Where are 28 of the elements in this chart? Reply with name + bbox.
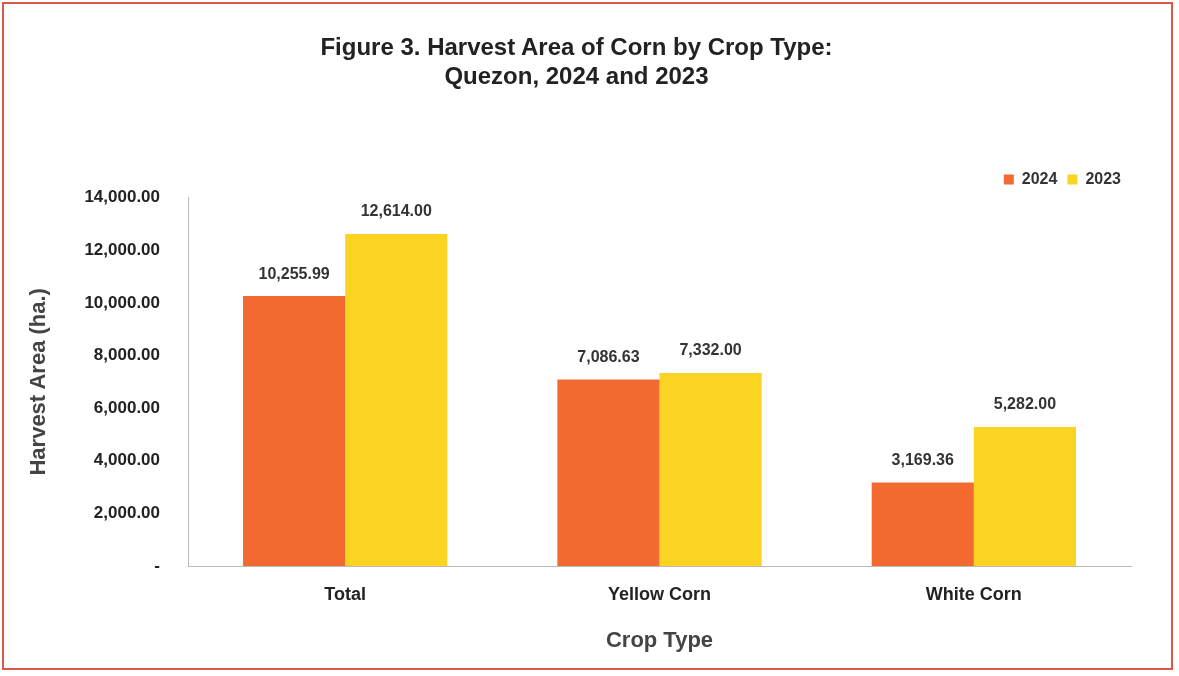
legend-label: 2024 [1021,170,1058,188]
bar [243,296,346,566]
legend-label: 2023 [1085,170,1122,188]
data-label: 7,086.63 [577,347,640,365]
data-label: 7,332.00 [679,341,742,359]
y-axis-title: Harvest Area (ha.) [25,288,51,476]
chart-title: Figure 3. Harvest Area of Corn by Crop Type: Quezon, 2024 and 2023 [320,33,833,89]
y-tick-label: 14,000.00 [84,187,161,207]
data-label: 10,255.99 [258,264,330,282]
y-tick-label: 8,000.00 [93,345,161,365]
x-axis-title: Crop Type [605,626,714,652]
x-tick-label: Yellow Corn [608,583,712,604]
x-tick-label: Total [324,583,367,604]
bar [871,482,974,566]
y-tick-label: 2,000.00 [93,503,161,523]
y-tick-label: - [154,555,161,575]
y-tick-label: 12,000.00 [84,239,161,259]
bar [345,234,448,566]
x-tick-label: White Corn [925,583,1022,604]
bar [973,427,1076,566]
data-label: 12,614.00 [360,202,432,220]
bar [659,373,762,566]
data-label: 5,282.00 [993,395,1057,413]
y-tick-label: 6,000.00 [93,397,161,417]
y-tick-label: 4,000.00 [93,450,161,470]
data-label: 3,169.36 [891,451,954,469]
bar [557,379,660,566]
y-tick-label: 10,000.00 [84,292,161,312]
